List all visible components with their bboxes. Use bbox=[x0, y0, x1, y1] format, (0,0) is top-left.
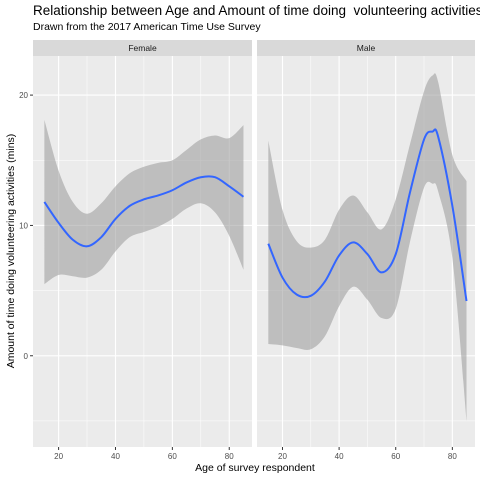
chart-title: Relationship between Age and Amount of t… bbox=[33, 3, 480, 18]
y-tick-label: 0 bbox=[24, 352, 29, 361]
y-axis-title: Amount of time doing volunteering activi… bbox=[5, 134, 17, 369]
x-axis-title: Age of survey respondent bbox=[195, 462, 315, 474]
y-tick-label: 20 bbox=[19, 91, 28, 100]
x-tick-label: 80 bbox=[448, 452, 457, 461]
x-tick-label: 40 bbox=[335, 452, 344, 461]
series-line-female bbox=[43, 175, 245, 248]
x-tick-label: 60 bbox=[168, 452, 177, 461]
y-tick-label: 10 bbox=[19, 221, 28, 230]
x-tick-label: 20 bbox=[54, 452, 63, 461]
x-tick-label: 20 bbox=[278, 452, 287, 461]
facet-label: Male bbox=[357, 43, 376, 53]
facet-strip bbox=[33, 40, 252, 56]
series-line-male bbox=[267, 128, 468, 302]
x-tick-label: 80 bbox=[225, 452, 234, 461]
x-tick-label: 40 bbox=[111, 452, 120, 461]
panels-layer: Female 20 40 60 80 0 10 20 Male 20 40 60 80 bbox=[19, 40, 475, 461]
chart-subtitle: Drawn from the 2017 American Time Use Su… bbox=[33, 21, 261, 33]
facet-label: Female bbox=[128, 43, 157, 53]
x-tick-label: 60 bbox=[391, 452, 400, 461]
facet-strip bbox=[257, 40, 475, 56]
confidence-band bbox=[268, 73, 467, 421]
panel-female: Female 20 40 60 80 0 10 20 bbox=[19, 40, 252, 461]
panel-male: Male 20 40 60 80 bbox=[257, 40, 475, 461]
